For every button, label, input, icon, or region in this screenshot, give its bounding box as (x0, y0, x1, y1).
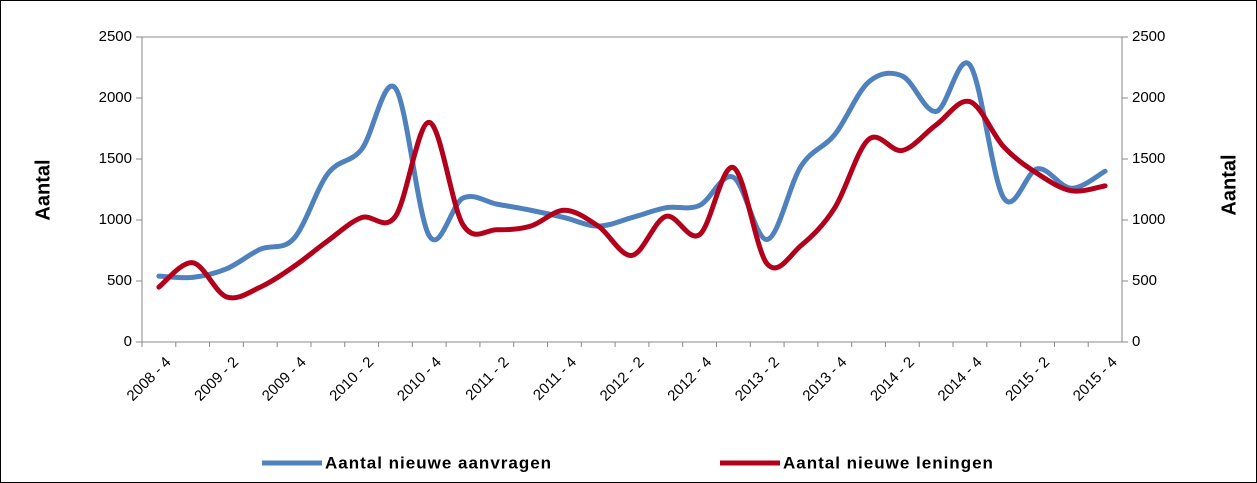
plot-area (141, 36, 1123, 343)
y2-tick-label: 0 (1132, 333, 1140, 350)
y2-tick-label: 1000 (1132, 211, 1165, 228)
y2-tick-label: 1500 (1132, 150, 1165, 167)
y-axis-title: Aantal (32, 159, 54, 220)
y-tick-label: 1000 (99, 211, 132, 228)
y-tick-label: 2000 (99, 89, 132, 106)
legend-label: Aantal nieuwe leningen (783, 453, 994, 472)
y2-axis-title: Aantal (1218, 154, 1240, 215)
y-tick-label: 0 (124, 333, 132, 350)
series-line (156, 98, 1108, 301)
y-tick-label: 500 (107, 272, 132, 289)
legend-label: Aantal nieuwe aanvragen (325, 453, 552, 472)
y-tick-label: 2500 (99, 28, 132, 45)
y2-tick-label: 2000 (1132, 89, 1165, 106)
y2-tick-label: 2500 (1132, 28, 1165, 45)
y2-tick-label: 500 (1132, 272, 1157, 289)
series-line (156, 60, 1108, 281)
y-tick-label: 1500 (99, 150, 132, 167)
